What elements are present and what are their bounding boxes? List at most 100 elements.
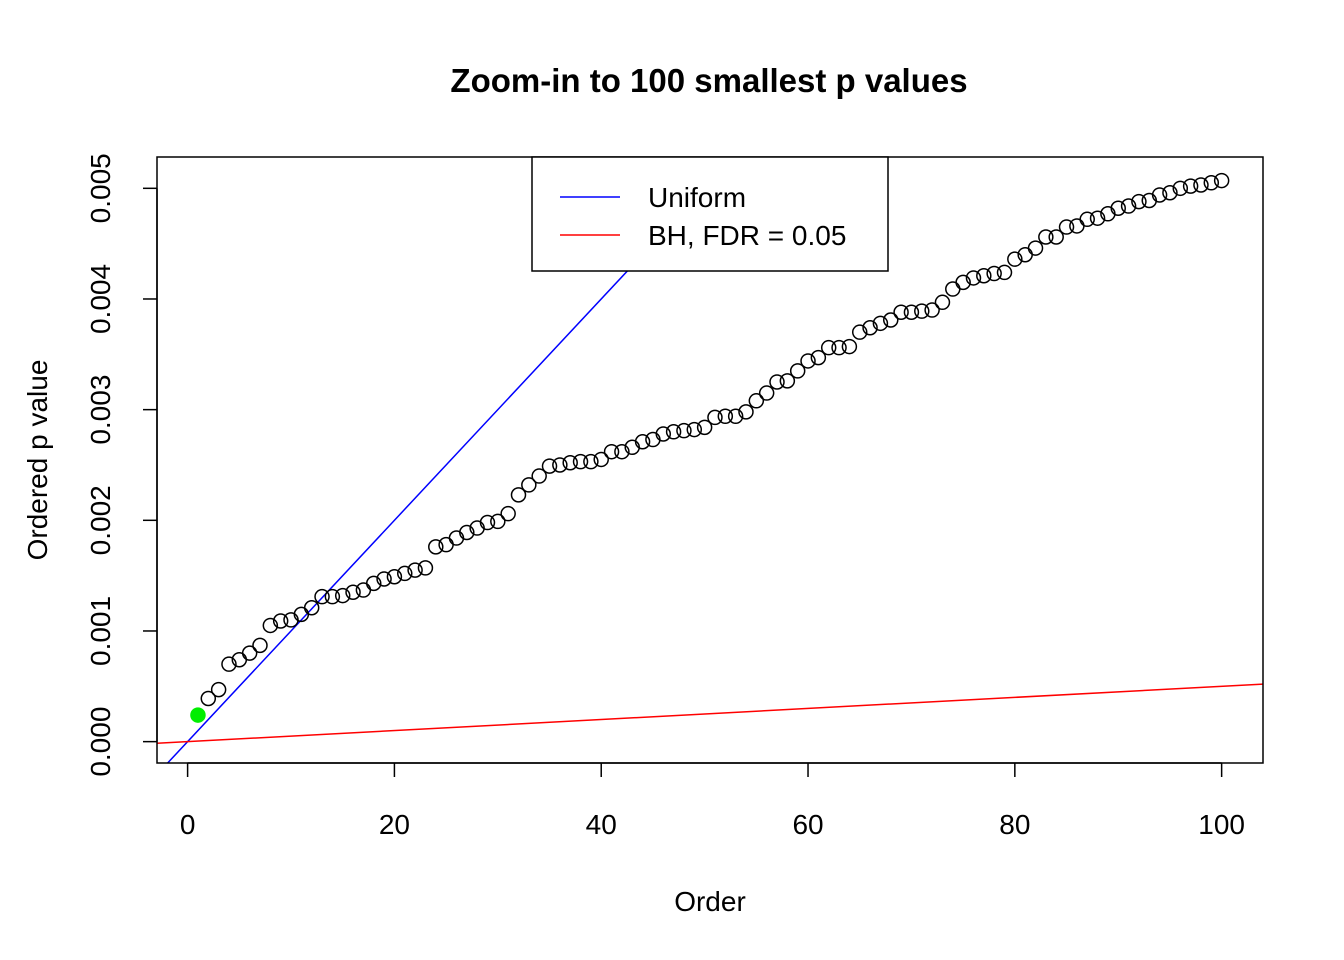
data-point bbox=[210, 681, 227, 698]
data-point bbox=[479, 514, 496, 531]
x-tick-label: 0 bbox=[180, 809, 196, 840]
data-point bbox=[572, 453, 589, 470]
data-point bbox=[397, 565, 413, 582]
data-point bbox=[324, 588, 341, 605]
data-point bbox=[810, 349, 827, 366]
data-point bbox=[893, 304, 909, 321]
data-point bbox=[241, 645, 258, 661]
data-point bbox=[976, 267, 992, 284]
data-point bbox=[986, 265, 1002, 282]
data-point bbox=[1131, 193, 1147, 210]
y-tick-label: 0.004 bbox=[85, 264, 116, 334]
data-point bbox=[386, 569, 403, 585]
data-point bbox=[272, 613, 289, 629]
data-point bbox=[841, 338, 858, 355]
data-point bbox=[820, 339, 837, 356]
data-point bbox=[365, 575, 382, 592]
data-point bbox=[314, 588, 330, 605]
data-point bbox=[665, 424, 682, 440]
data-point bbox=[934, 294, 951, 311]
chart-title: Zoom-in to 100 smallest p values bbox=[450, 62, 967, 99]
data-point bbox=[717, 408, 734, 425]
x-tick-label: 20 bbox=[379, 809, 410, 840]
data-point bbox=[1089, 210, 1106, 226]
data-point bbox=[490, 513, 506, 530]
x-tick-label: 40 bbox=[586, 809, 617, 840]
data-point bbox=[1162, 184, 1178, 201]
y-tick-label: 0.002 bbox=[85, 485, 116, 555]
x-axis: 0 20 40 60 80 100 bbox=[180, 762, 1245, 840]
data-point bbox=[779, 373, 796, 389]
data-point bbox=[417, 560, 434, 576]
data-point bbox=[345, 584, 361, 600]
data-point bbox=[283, 612, 299, 628]
data-point bbox=[448, 530, 465, 546]
data-point bbox=[510, 487, 527, 503]
data-point bbox=[686, 421, 703, 438]
data-point bbox=[1193, 177, 1209, 193]
data-point bbox=[407, 562, 423, 578]
data-point bbox=[562, 455, 578, 471]
data-point bbox=[645, 431, 661, 448]
y-tick-label: 0.000 bbox=[85, 707, 116, 777]
data-point bbox=[459, 524, 475, 541]
data-point bbox=[800, 353, 816, 369]
data-point bbox=[696, 419, 713, 436]
data-point bbox=[748, 393, 765, 409]
data-point bbox=[1038, 229, 1054, 245]
y-axis-label: Ordered p value bbox=[22, 360, 53, 561]
data-point bbox=[738, 404, 754, 420]
data-point bbox=[1069, 218, 1085, 234]
data-point bbox=[1172, 180, 1189, 197]
data-point bbox=[727, 408, 744, 425]
legend-label-uniform: Uniform bbox=[648, 182, 746, 213]
data-point bbox=[851, 324, 868, 340]
data-point bbox=[1110, 200, 1126, 216]
data-point bbox=[872, 315, 889, 332]
data-point bbox=[1079, 211, 1095, 228]
legend-box bbox=[531, 156, 889, 272]
y-axis: 0.000 0.001 0.002 0.003 0.004 0.005 bbox=[85, 153, 158, 777]
legend: Uniform BH, FDR = 0.05 bbox=[531, 156, 889, 272]
data-point bbox=[500, 505, 516, 522]
data-point bbox=[200, 690, 217, 707]
data-point bbox=[1182, 178, 1199, 194]
y-tick-label: 0.001 bbox=[85, 596, 116, 666]
data-point bbox=[1203, 175, 1220, 191]
data-point bbox=[541, 458, 558, 474]
data-point bbox=[438, 536, 454, 553]
x-axis-label: Order bbox=[674, 886, 746, 917]
data-point bbox=[1048, 229, 1064, 245]
data-point bbox=[882, 312, 899, 328]
data-point bbox=[955, 274, 971, 291]
data-point bbox=[903, 304, 920, 321]
data-point bbox=[862, 320, 878, 336]
data-point bbox=[614, 443, 630, 460]
data-point bbox=[428, 539, 444, 555]
data-point bbox=[221, 656, 237, 672]
data-point bbox=[303, 599, 320, 616]
y-tick-label: 0.003 bbox=[85, 375, 116, 445]
data-point bbox=[521, 477, 537, 493]
data-point bbox=[707, 409, 723, 426]
data-point bbox=[769, 374, 785, 390]
data-point bbox=[262, 617, 279, 634]
x-tick-label: 100 bbox=[1198, 809, 1245, 840]
legend-label-bh: BH, FDR = 0.05 bbox=[648, 220, 846, 251]
reference-lines bbox=[157, 157, 1263, 763]
data-point bbox=[831, 339, 847, 356]
x-tick-label: 60 bbox=[792, 809, 823, 840]
data-point bbox=[603, 443, 620, 460]
data-point bbox=[1213, 172, 1230, 189]
data-point bbox=[1058, 219, 1075, 235]
x-tick-label: 80 bbox=[999, 809, 1030, 840]
data-point bbox=[583, 453, 599, 470]
bh-fdr-line bbox=[157, 683, 1263, 745]
data-point bbox=[1141, 192, 1158, 209]
y-tick-label: 0.005 bbox=[85, 153, 116, 223]
data-point bbox=[634, 433, 651, 450]
uniform-line bbox=[166, 157, 735, 763]
data-point bbox=[531, 468, 547, 484]
data-point bbox=[758, 385, 775, 401]
